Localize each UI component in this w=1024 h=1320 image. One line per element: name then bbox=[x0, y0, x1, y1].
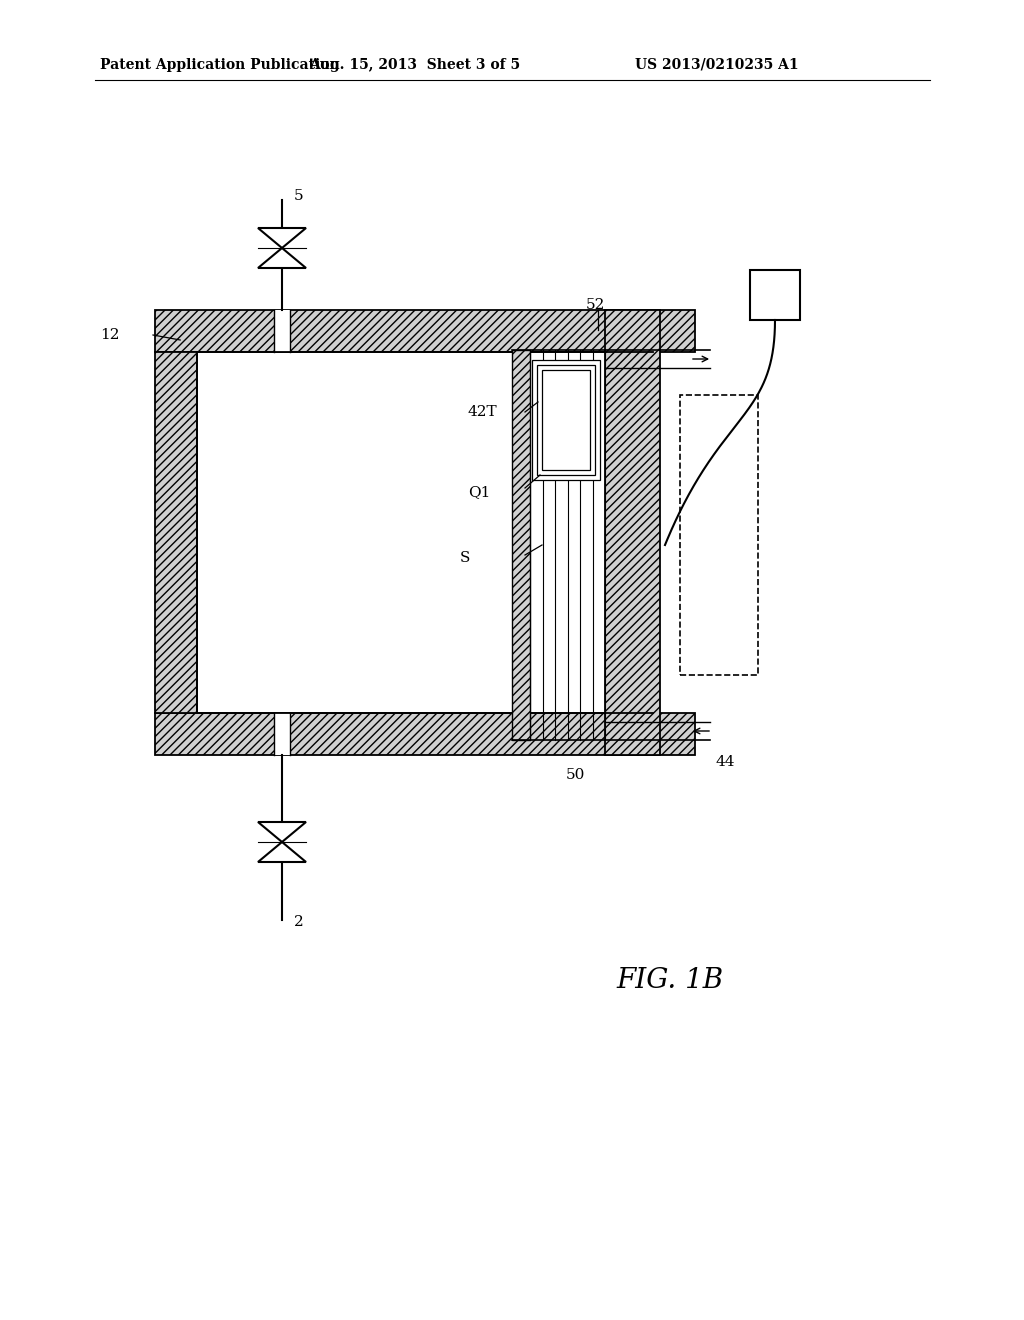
Bar bbox=[680, 395, 758, 675]
Bar bbox=[274, 713, 290, 755]
Bar bbox=[750, 271, 800, 319]
Bar bbox=[605, 310, 660, 755]
Bar bbox=[537, 366, 595, 475]
Polygon shape bbox=[258, 822, 306, 842]
Polygon shape bbox=[258, 842, 306, 862]
Text: 12: 12 bbox=[100, 327, 120, 342]
Text: 44: 44 bbox=[715, 755, 734, 770]
Text: 52: 52 bbox=[586, 298, 605, 312]
Text: US 2013/0210235 A1: US 2013/0210235 A1 bbox=[635, 58, 799, 73]
Text: 42T: 42T bbox=[468, 405, 498, 418]
Bar bbox=[532, 360, 600, 480]
Bar bbox=[274, 310, 290, 352]
Text: S: S bbox=[460, 550, 470, 565]
Text: 50: 50 bbox=[565, 768, 585, 781]
Text: Q1: Q1 bbox=[468, 484, 490, 499]
Bar bbox=[197, 352, 653, 713]
Text: 2: 2 bbox=[294, 915, 304, 929]
Bar bbox=[155, 352, 197, 713]
Polygon shape bbox=[258, 228, 306, 248]
Bar bbox=[542, 370, 590, 470]
Bar bbox=[512, 350, 530, 741]
Bar bbox=[155, 310, 695, 352]
Bar bbox=[155, 713, 695, 755]
Text: FIG. 1B: FIG. 1B bbox=[616, 966, 724, 994]
Text: Patent Application Publication: Patent Application Publication bbox=[100, 58, 340, 73]
Text: Aug. 15, 2013  Sheet 3 of 5: Aug. 15, 2013 Sheet 3 of 5 bbox=[309, 58, 520, 73]
Text: 5: 5 bbox=[294, 189, 304, 203]
Polygon shape bbox=[258, 248, 306, 268]
